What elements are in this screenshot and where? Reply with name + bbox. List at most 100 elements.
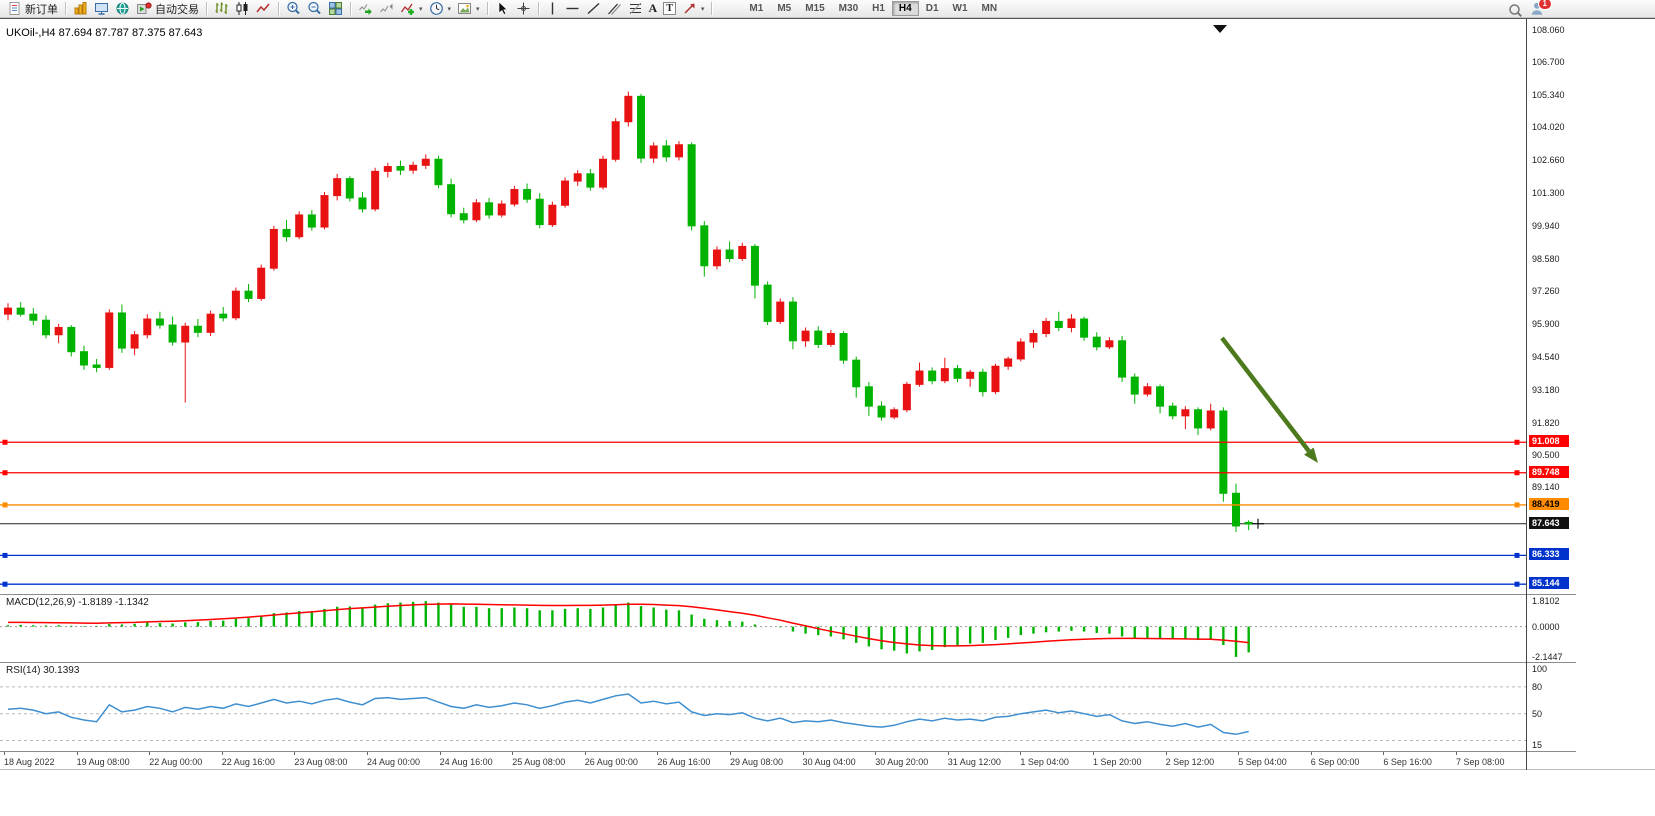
current-price-badge: 87.643 <box>1529 516 1569 529</box>
navigator-button[interactable] <box>91 0 112 17</box>
chart-shift-button[interactable] <box>376 0 397 17</box>
toolbar-separator <box>486 2 488 15</box>
bar-chart-mode-button[interactable] <box>211 0 232 17</box>
timeframe-button-m1[interactable]: M1 <box>749 3 764 14</box>
chart-shift-marker[interactable] <box>1213 25 1227 33</box>
indicators-dropdown-icon[interactable]: ▾ <box>419 5 423 13</box>
fibonacci-tool-button[interactable] <box>625 0 646 17</box>
macd-signal-value: -1.1342 <box>114 597 149 608</box>
time-axis[interactable]: 18 Aug 2022 19 Aug 08:00 22 Aug 00:00 22 Au… <box>0 752 1526 770</box>
candle <box>826 329 835 347</box>
periods-button[interactable]: ▾ <box>426 0 455 17</box>
line-handle[interactable] <box>1514 581 1520 587</box>
candlestick-mode-button[interactable] <box>232 0 253 17</box>
notification-badge[interactable]: 1 <box>1537 0 1552 10</box>
main-toolbar: 新订单 自动交易 <box>0 0 1655 18</box>
timeframe-button-m15[interactable]: M15 <box>805 3 825 14</box>
price-axis-label: 95.900 <box>1532 318 1560 329</box>
horizontal-line-tool-button[interactable] <box>562 0 583 17</box>
pane-separator[interactable] <box>0 594 1576 595</box>
time-axis-label: 1 Sep 20:00 <box>1093 757 1142 767</box>
candle <box>371 167 380 212</box>
candle <box>649 142 658 163</box>
price-axis-label: 98.580 <box>1532 253 1560 264</box>
timeframe-button-m30[interactable]: M30 <box>838 3 859 14</box>
indicators-button[interactable]: ▾ <box>397 0 426 17</box>
timeframe-button-w1[interactable]: W1 <box>952 3 968 14</box>
pane-separator[interactable] <box>0 662 1576 663</box>
timeframe-button-m5[interactable]: M5 <box>777 3 792 14</box>
time-axis-tick <box>1093 752 1094 755</box>
toolbar-separator <box>537 2 539 15</box>
line-chart-mode-button[interactable] <box>253 0 274 17</box>
timeframe-button-mn[interactable]: MN <box>981 3 998 14</box>
line-chart-icon <box>256 3 270 13</box>
line-handle[interactable] <box>1514 439 1520 445</box>
line-handle[interactable] <box>2 502 8 508</box>
fibonacci-icon <box>629 2 641 15</box>
timeframe-button-h1[interactable]: H1 <box>872 3 885 14</box>
zoom-in-button[interactable] <box>283 0 304 17</box>
vertical-line-tool-button[interactable] <box>543 0 562 17</box>
templates-icon <box>458 3 472 14</box>
arrows-tool-button[interactable]: ▾ <box>679 0 708 17</box>
macd-pane[interactable] <box>0 595 1526 661</box>
text-tool-button[interactable]: A <box>646 0 661 17</box>
horizontal-line-icon <box>566 7 579 10</box>
line-handle[interactable] <box>1514 470 1520 476</box>
candle <box>1143 383 1152 397</box>
candle <box>839 331 848 364</box>
templates-dropdown-icon[interactable]: ▾ <box>476 5 480 13</box>
time-axis-label: 29 Aug 08:00 <box>730 757 784 767</box>
timeframe-button-d1[interactable]: D1 <box>925 3 939 14</box>
line-handle[interactable] <box>2 552 8 558</box>
timeframe-button-h4[interactable]: H4 <box>891 1 919 16</box>
trend-arrow-head[interactable] <box>1304 447 1318 463</box>
chart-title: UKOil-,H4 87.694 87.787 87.375 87.643 <box>6 27 202 39</box>
candle <box>1118 335 1127 382</box>
zoom-out-button[interactable] <box>304 0 325 17</box>
market-watch-button[interactable] <box>70 0 91 17</box>
trendline-tool-button[interactable] <box>583 0 604 17</box>
rsi-value: 30.1393 <box>43 665 80 676</box>
candle <box>940 357 949 384</box>
line-handle[interactable] <box>1514 552 1520 558</box>
candle <box>561 177 570 208</box>
candle <box>966 369 975 387</box>
candle <box>674 141 683 161</box>
price-axis-label: 91.820 <box>1532 417 1560 428</box>
rsi-pane[interactable] <box>0 663 1526 751</box>
candle <box>750 243 759 299</box>
candle <box>687 142 696 231</box>
price-scale[interactable]: 108.060 106.700 105.340 104.020 102.660 101.3… <box>1527 19 1591 770</box>
time-axis-tick <box>1020 752 1022 755</box>
tile-windows-button[interactable] <box>325 0 346 17</box>
arrows-dropdown-icon[interactable]: ▾ <box>700 5 705 13</box>
line-handle[interactable] <box>2 439 8 445</box>
candle <box>396 160 405 175</box>
templates-button[interactable]: ▾ <box>454 0 483 17</box>
line-handle[interactable] <box>2 470 8 476</box>
crosshair-tool-button[interactable] <box>513 0 534 17</box>
channel-tool-button[interactable] <box>604 0 625 17</box>
candle <box>54 323 63 344</box>
new-order-button[interactable]: 新订单 <box>4 0 61 17</box>
toolbox-button[interactable] <box>112 0 133 17</box>
search-icon[interactable] <box>1508 3 1523 18</box>
autotrading-button[interactable]: 自动交易 <box>133 0 202 17</box>
time-axis-label: 24 Aug 00:00 <box>367 757 421 767</box>
candle <box>1194 407 1203 436</box>
price-axis-label: 105.340 <box>1532 90 1565 101</box>
candle <box>307 210 316 231</box>
line-handle[interactable] <box>2 581 8 587</box>
macd-label: MACD(12,26,9) -1.8189 -1.1342 <box>6 597 149 608</box>
cursor-tool-button[interactable] <box>492 0 513 17</box>
price-pane[interactable] <box>0 23 1526 593</box>
autoscroll-button[interactable] <box>355 0 376 17</box>
periods-dropdown-icon[interactable]: ▾ <box>447 5 452 13</box>
text-label-tool-button[interactable]: T <box>660 0 679 17</box>
trend-arrow-shaft[interactable] <box>1220 336 1311 453</box>
candle <box>637 93 645 163</box>
community-avatar[interactable]: 1 <box>1529 0 1552 19</box>
line-handle[interactable] <box>1514 502 1520 508</box>
